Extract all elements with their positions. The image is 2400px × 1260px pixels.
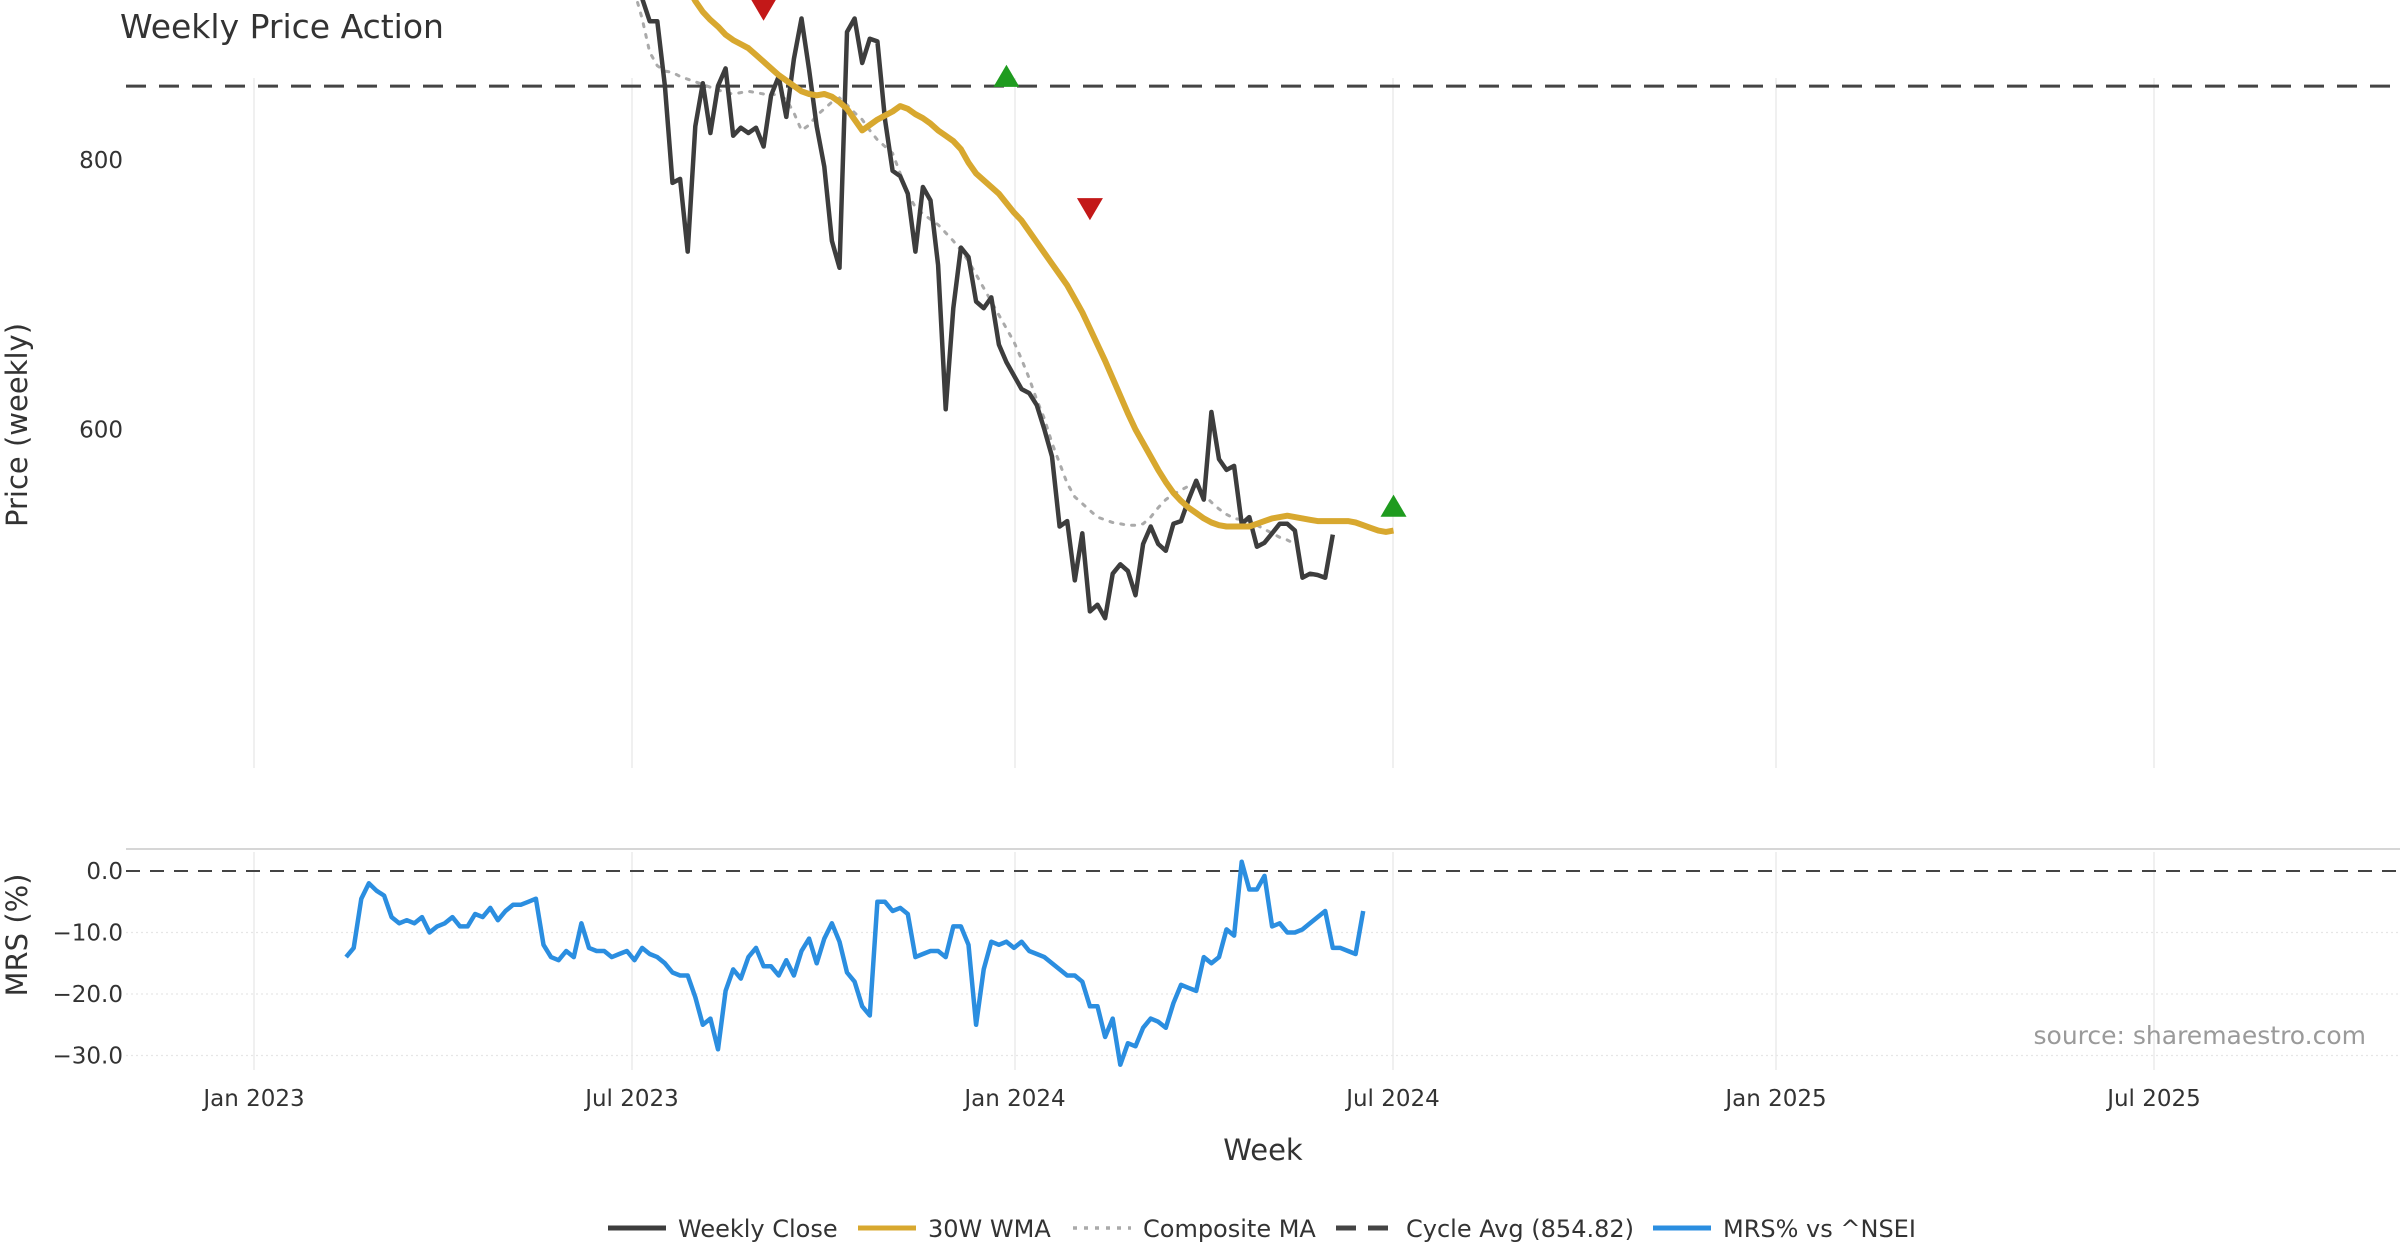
legend: Weekly Close 30W WMA Composite MA Cycle Avg… xyxy=(608,1215,1916,1243)
mrs-line xyxy=(344,859,1366,1067)
wma-30w-line xyxy=(691,0,1395,535)
price-y-tick-label: 600 xyxy=(79,418,123,444)
legend-label: MRS% vs ^NSEI xyxy=(1723,1215,1916,1243)
legend-label: Cycle Avg (854.82) xyxy=(1406,1215,1634,1243)
x-tick-label: Jan 2024 xyxy=(962,1086,1065,1112)
buy-signal-marker xyxy=(1380,494,1407,517)
price-y-tick-labels: 600800100012001400 xyxy=(79,148,123,444)
chart-title: Weekly Price Action xyxy=(120,7,444,46)
mrs-panel-grid xyxy=(126,852,2400,1070)
x-tick-label: Jul 2025 xyxy=(2105,1086,2201,1112)
weekly-close-line xyxy=(640,0,1336,621)
legend-label: Weekly Close xyxy=(678,1215,838,1243)
sell-signal-marker xyxy=(1076,198,1103,221)
price-panel-grid xyxy=(253,78,2155,768)
price-series xyxy=(126,0,2400,621)
x-tick-label: Jul 2024 xyxy=(1344,1086,1440,1112)
mrs-y-tick-labels: 0.0 −10.0 −20.0 −30.0 xyxy=(53,859,123,1070)
mrs-series xyxy=(344,859,1366,1067)
x-axis-title: Week xyxy=(1223,1133,1303,1167)
mrs-y-axis-title: MRS (%) xyxy=(0,874,34,997)
signal-markers xyxy=(751,0,1407,517)
mrs-y-tick-label: −30.0 xyxy=(53,1044,123,1070)
price-y-tick-label: 800 xyxy=(79,148,123,174)
mrs-y-tick-label: 0.0 xyxy=(86,859,123,885)
x-tick-labels: Jan 2023 Jul 2023 Jan 2024 Jul 2024 Jan 2025… xyxy=(201,1086,2200,1112)
source-label: source: sharemaestro.com xyxy=(2034,1021,2367,1050)
price-y-axis-title: Price (weekly) xyxy=(0,323,34,527)
x-tick-label: Jul 2023 xyxy=(583,1086,679,1112)
legend-label: 30W WMA xyxy=(928,1215,1051,1243)
sell-signal-marker xyxy=(751,0,776,21)
mrs-y-tick-label: −10.0 xyxy=(53,921,123,947)
x-tick-label: Jan 2023 xyxy=(201,1086,304,1112)
x-tick-label: Jan 2025 xyxy=(1723,1086,1826,1112)
mrs-y-tick-label: −20.0 xyxy=(53,982,123,1008)
buy-signal-marker xyxy=(993,64,1020,87)
legend-label: Composite MA xyxy=(1143,1215,1316,1243)
